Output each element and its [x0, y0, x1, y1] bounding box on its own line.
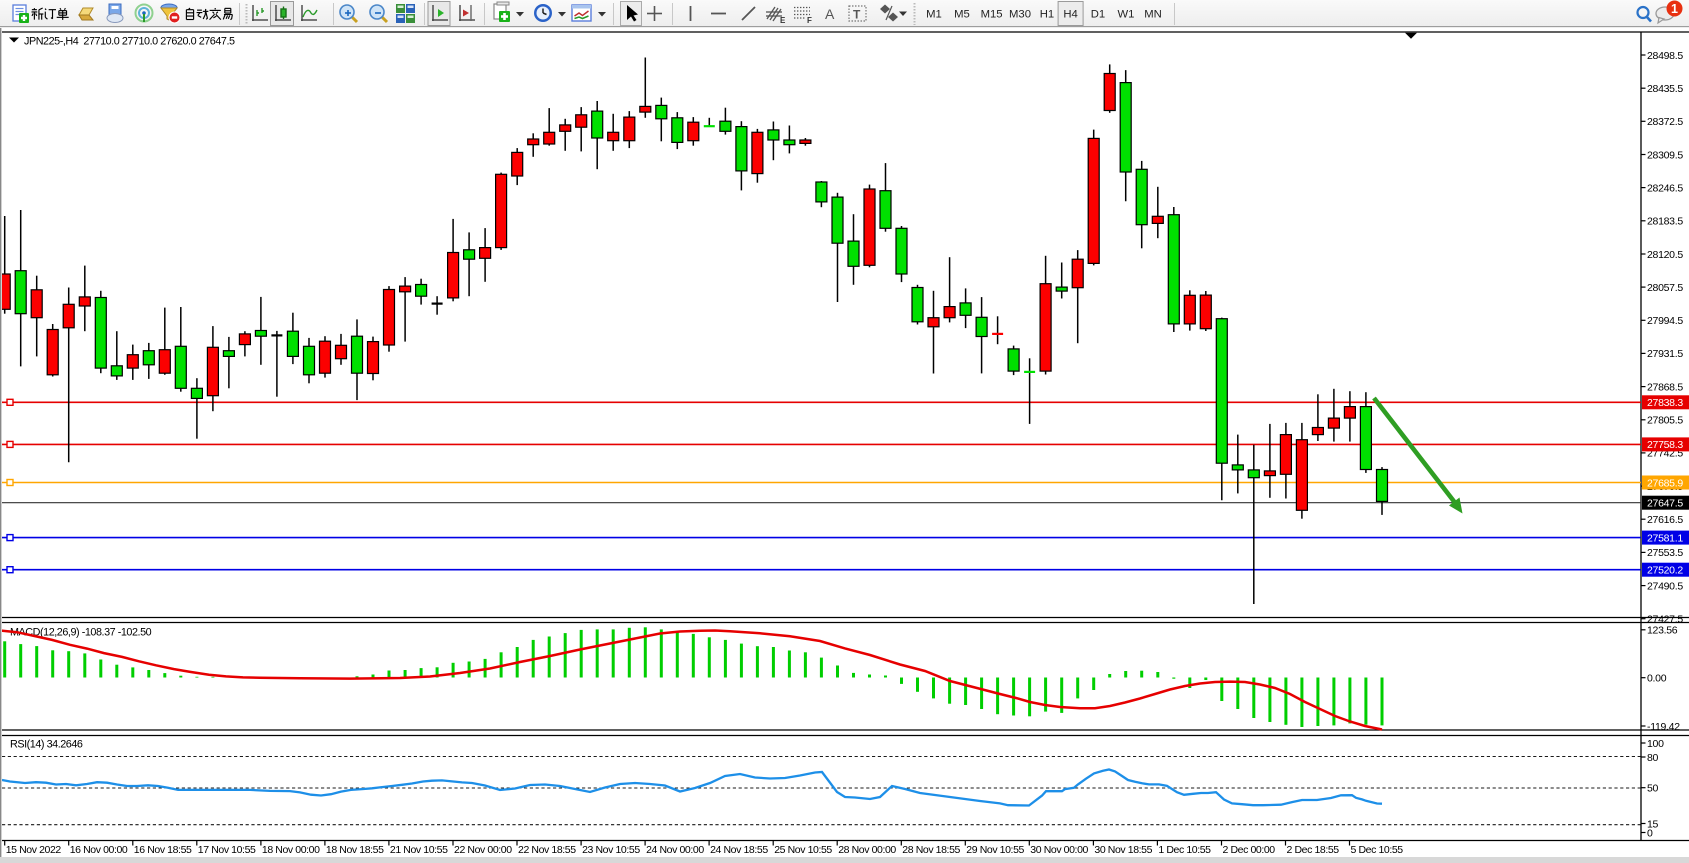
svg-text:22 Nov 00:00: 22 Nov 00:00: [454, 844, 512, 856]
svg-text:28 Nov 00:00: 28 Nov 00:00: [838, 844, 896, 856]
svg-text:27685.9: 27685.9: [1647, 477, 1683, 489]
svg-text:M30: M30: [1009, 9, 1031, 21]
svg-text:1 Dec 10:55: 1 Dec 10:55: [1158, 844, 1211, 856]
svg-text:16 Nov 18:55: 16 Nov 18:55: [134, 844, 192, 856]
svg-text:27994.5: 27994.5: [1647, 315, 1683, 327]
svg-text:23 Nov 10:55: 23 Nov 10:55: [582, 844, 640, 856]
svg-text:28057.5: 28057.5: [1647, 282, 1683, 294]
svg-text:1: 1: [1671, 2, 1678, 16]
svg-text:17 Nov 10:55: 17 Nov 10:55: [198, 844, 256, 856]
svg-text:A: A: [825, 6, 835, 22]
svg-text:28435.5: 28435.5: [1647, 83, 1683, 95]
svg-text:0.00: 0.00: [1647, 673, 1667, 685]
svg-text:27805.5: 27805.5: [1647, 415, 1683, 427]
svg-text:22 Nov 18:55: 22 Nov 18:55: [518, 844, 576, 856]
svg-text:M1: M1: [926, 9, 942, 21]
svg-text:28246.5: 28246.5: [1647, 182, 1683, 194]
svg-text:RSI(14) 34.2646: RSI(14) 34.2646: [10, 739, 83, 751]
svg-text:27490.5: 27490.5: [1647, 580, 1683, 592]
svg-text:28183.5: 28183.5: [1647, 216, 1683, 228]
svg-text:W1: W1: [1118, 9, 1135, 21]
svg-text:24 Nov 00:00: 24 Nov 00:00: [646, 844, 704, 856]
svg-text:27616.5: 27616.5: [1647, 514, 1683, 526]
svg-text:21 Nov 10:55: 21 Nov 10:55: [390, 844, 448, 856]
svg-text:80: 80: [1647, 752, 1659, 764]
svg-text:28498.5: 28498.5: [1647, 50, 1683, 62]
svg-text:27868.5: 27868.5: [1647, 381, 1683, 393]
svg-text:27520.2: 27520.2: [1647, 565, 1683, 577]
svg-text:27931.5: 27931.5: [1647, 348, 1683, 360]
svg-text:24 Nov 18:55: 24 Nov 18:55: [710, 844, 768, 856]
svg-text:15 Nov 2022: 15 Nov 2022: [6, 844, 62, 856]
svg-text:18 Nov 00:00: 18 Nov 00:00: [262, 844, 320, 856]
svg-text:15: 15: [1647, 818, 1659, 830]
svg-text:2 Dec 18:55: 2 Dec 18:55: [1287, 844, 1340, 856]
svg-text:28120.5: 28120.5: [1647, 249, 1683, 261]
svg-text:29 Nov 10:55: 29 Nov 10:55: [966, 844, 1024, 856]
svg-text:100: 100: [1647, 738, 1664, 750]
svg-text:T: T: [853, 8, 861, 22]
svg-text:28309.5: 28309.5: [1647, 149, 1683, 161]
svg-text:MACD(12,26,9) -108.37 -102.50: MACD(12,26,9) -108.37 -102.50: [10, 627, 152, 639]
svg-text:18 Nov 18:55: 18 Nov 18:55: [326, 844, 384, 856]
svg-text:16 Nov 00:00: 16 Nov 00:00: [70, 844, 128, 856]
svg-text:M5: M5: [954, 9, 970, 21]
svg-text:JPN225-,H4 27710.0 27710.0 27: JPN225-,H4 27710.0 27710.0 27620.0 27647…: [24, 36, 235, 48]
svg-text:25 Nov 10:55: 25 Nov 10:55: [774, 844, 832, 856]
svg-text:0: 0: [1647, 827, 1653, 839]
svg-text:27581.1: 27581.1: [1647, 532, 1683, 544]
svg-text:27647.5: 27647.5: [1647, 498, 1683, 510]
svg-text:5 Dec 10:55: 5 Dec 10:55: [1351, 844, 1404, 856]
svg-text:50: 50: [1647, 783, 1659, 795]
svg-text:H4: H4: [1063, 9, 1077, 21]
svg-text:30 Nov 18:55: 30 Nov 18:55: [1094, 844, 1152, 856]
svg-text:30 Nov 00:00: 30 Nov 00:00: [1030, 844, 1088, 856]
svg-text:H1: H1: [1040, 9, 1054, 21]
svg-text:27427.5: 27427.5: [1647, 614, 1683, 626]
svg-text:27553.5: 27553.5: [1647, 547, 1683, 559]
svg-text:28372.5: 28372.5: [1647, 116, 1683, 128]
svg-text:2 Dec 00:00: 2 Dec 00:00: [1223, 844, 1276, 856]
svg-text:M15: M15: [981, 9, 1003, 21]
svg-text:28 Nov 18:55: 28 Nov 18:55: [902, 844, 960, 856]
svg-text:27838.3: 27838.3: [1647, 397, 1683, 409]
svg-text:123.56: 123.56: [1647, 625, 1678, 637]
svg-text:-119.42: -119.42: [1647, 721, 1680, 733]
svg-text:F: F: [807, 16, 812, 25]
svg-text:27758.3: 27758.3: [1647, 439, 1683, 451]
svg-text:E: E: [780, 16, 786, 25]
svg-text:MN: MN: [1144, 9, 1162, 21]
svg-text:D1: D1: [1091, 9, 1105, 21]
